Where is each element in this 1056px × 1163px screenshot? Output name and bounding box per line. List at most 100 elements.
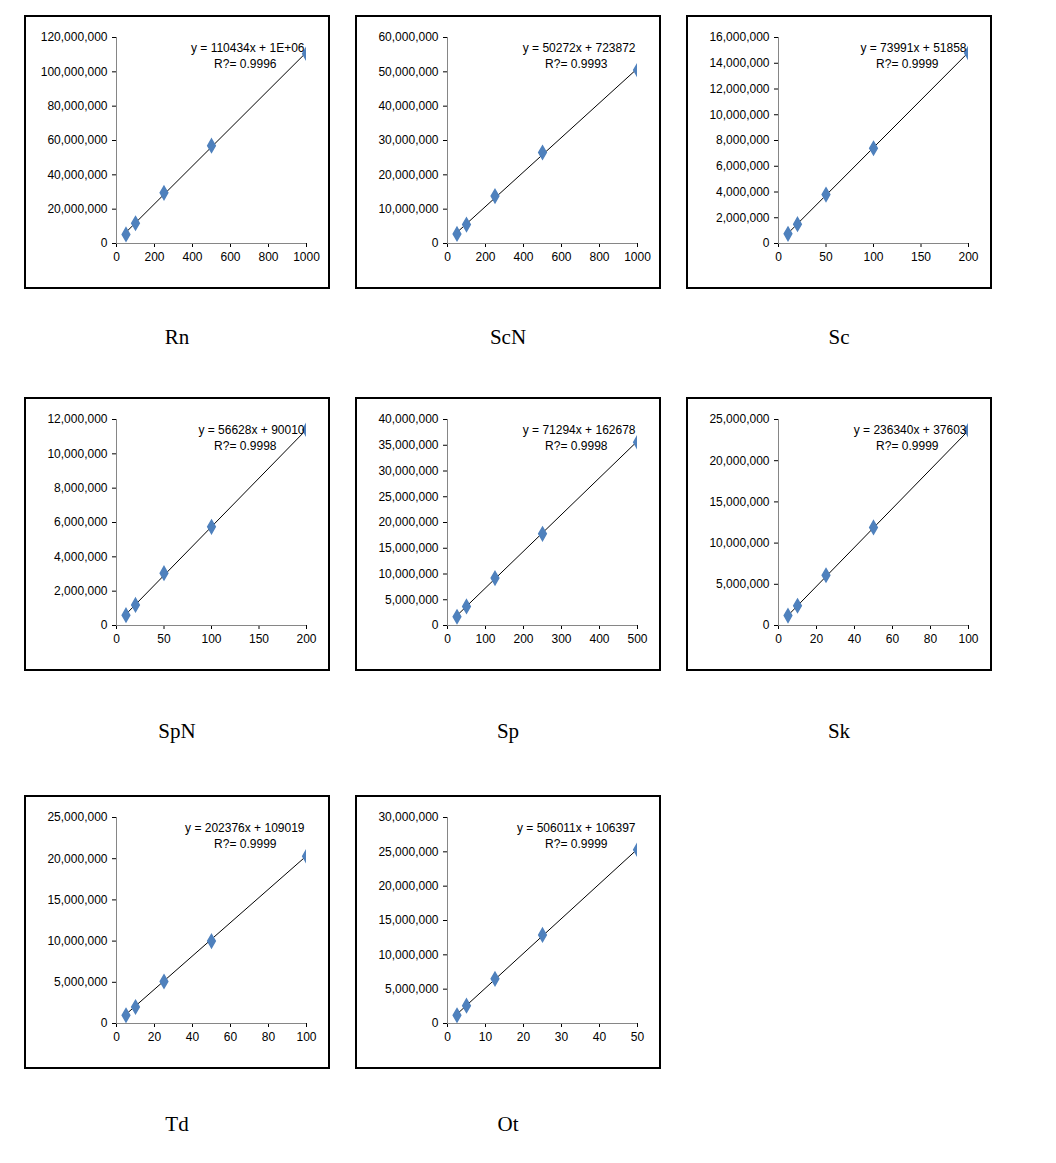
svg-text:10,000,000: 10,000,000 — [709, 108, 769, 122]
svg-text:6,000,000: 6,000,000 — [54, 515, 108, 529]
svg-text:30,000,000: 30,000,000 — [378, 810, 438, 824]
svg-text:10,000,000: 10,000,000 — [47, 447, 107, 461]
svg-text:2,000,000: 2,000,000 — [716, 211, 770, 225]
svg-text:y = 56628x + 90010: y = 56628x + 90010 — [198, 423, 304, 437]
svg-text:R?= 0.9996: R?= 0.9996 — [214, 57, 277, 71]
svg-text:0: 0 — [113, 632, 120, 646]
svg-text:R?= 0.9999: R?= 0.9999 — [545, 837, 608, 851]
svg-text:y = 110434x + 1E+06: y = 110434x + 1E+06 — [191, 41, 305, 55]
svg-text:4,000,000: 4,000,000 — [716, 185, 770, 199]
svg-text:30,000,000: 30,000,000 — [378, 464, 438, 478]
svg-text:5,000,000: 5,000,000 — [385, 593, 439, 607]
svg-text:0: 0 — [432, 618, 439, 632]
svg-text:20,000,000: 20,000,000 — [47, 852, 107, 866]
svg-text:50: 50 — [157, 632, 171, 646]
svg-text:0: 0 — [432, 1016, 439, 1030]
svg-text:150: 150 — [249, 632, 269, 646]
svg-text:30,000,000: 30,000,000 — [378, 133, 438, 147]
svg-text:25,000,000: 25,000,000 — [709, 412, 769, 426]
svg-text:0: 0 — [432, 236, 439, 250]
svg-text:35,000,000: 35,000,000 — [378, 438, 438, 452]
svg-text:y = 71294x + 162678: y = 71294x + 162678 — [523, 423, 636, 437]
svg-text:0: 0 — [101, 1016, 108, 1030]
svg-text:400: 400 — [182, 250, 202, 264]
svg-text:5,000,000: 5,000,000 — [385, 982, 439, 996]
svg-text:80,000,000: 80,000,000 — [47, 99, 107, 113]
svg-text:0: 0 — [444, 1030, 451, 1044]
svg-text:40,000,000: 40,000,000 — [47, 168, 107, 182]
svg-text:40: 40 — [848, 632, 862, 646]
svg-text:R?= 0.9999: R?= 0.9999 — [214, 837, 277, 851]
svg-text:60,000,000: 60,000,000 — [378, 30, 438, 44]
svg-text:600: 600 — [551, 250, 571, 264]
svg-text:R?= 0.9998: R?= 0.9998 — [545, 439, 608, 453]
svg-text:100: 100 — [475, 632, 495, 646]
svg-text:50,000,000: 50,000,000 — [378, 65, 438, 79]
svg-text:20,000,000: 20,000,000 — [378, 168, 438, 182]
svg-text:40: 40 — [186, 1030, 200, 1044]
svg-text:300: 300 — [551, 632, 571, 646]
svg-text:2,000,000: 2,000,000 — [54, 584, 108, 598]
svg-text:12,000,000: 12,000,000 — [709, 82, 769, 96]
svg-text:200: 200 — [475, 250, 495, 264]
svg-text:0: 0 — [775, 632, 782, 646]
svg-text:30: 30 — [555, 1030, 569, 1044]
svg-text:4,000,000: 4,000,000 — [54, 550, 108, 564]
svg-text:15,000,000: 15,000,000 — [378, 541, 438, 555]
svg-text:100: 100 — [201, 632, 221, 646]
svg-text:200: 200 — [958, 250, 978, 264]
svg-text:60,000,000: 60,000,000 — [47, 133, 107, 147]
svg-text:10,000,000: 10,000,000 — [47, 934, 107, 948]
svg-text:0: 0 — [763, 618, 770, 632]
svg-text:y = 236340x + 37603: y = 236340x + 37603 — [854, 423, 967, 437]
svg-text:400: 400 — [513, 250, 533, 264]
svg-text:10: 10 — [479, 1030, 493, 1044]
svg-text:0: 0 — [101, 618, 108, 632]
svg-text:12,000,000: 12,000,000 — [47, 412, 107, 426]
svg-text:10,000,000: 10,000,000 — [378, 202, 438, 216]
svg-text:800: 800 — [589, 250, 609, 264]
svg-text:0: 0 — [113, 1030, 120, 1044]
svg-text:R?= 0.9993: R?= 0.9993 — [545, 57, 608, 71]
svg-text:15,000,000: 15,000,000 — [378, 913, 438, 927]
svg-text:14,000,000: 14,000,000 — [709, 56, 769, 70]
svg-text:20: 20 — [517, 1030, 531, 1044]
svg-text:6,000,000: 6,000,000 — [716, 159, 770, 173]
svg-text:5,000,000: 5,000,000 — [54, 975, 108, 989]
svg-text:15,000,000: 15,000,000 — [47, 893, 107, 907]
svg-text:20: 20 — [810, 632, 824, 646]
svg-text:0: 0 — [113, 250, 120, 264]
svg-text:20,000,000: 20,000,000 — [378, 879, 438, 893]
svg-text:0: 0 — [101, 236, 108, 250]
svg-text:y = 73991x + 51858: y = 73991x + 51858 — [860, 41, 966, 55]
svg-text:20,000,000: 20,000,000 — [709, 454, 769, 468]
svg-text:20,000,000: 20,000,000 — [47, 202, 107, 216]
svg-text:80: 80 — [262, 1030, 276, 1044]
svg-text:50: 50 — [819, 250, 833, 264]
svg-text:80: 80 — [924, 632, 938, 646]
svg-text:800: 800 — [258, 250, 278, 264]
svg-text:0: 0 — [444, 632, 451, 646]
svg-text:10,000,000: 10,000,000 — [378, 948, 438, 962]
svg-text:600: 600 — [220, 250, 240, 264]
svg-text:8,000,000: 8,000,000 — [716, 133, 770, 147]
svg-text:1000: 1000 — [293, 250, 320, 264]
svg-text:150: 150 — [911, 250, 931, 264]
svg-text:R?= 0.9999: R?= 0.9999 — [876, 57, 939, 71]
svg-text:100: 100 — [863, 250, 883, 264]
svg-text:100: 100 — [296, 1030, 316, 1044]
svg-text:15,000,000: 15,000,000 — [709, 495, 769, 509]
svg-text:5,000,000: 5,000,000 — [716, 577, 770, 591]
svg-text:y = 202376x + 109019: y = 202376x + 109019 — [185, 821, 305, 835]
svg-text:500: 500 — [627, 632, 647, 646]
svg-text:60: 60 — [886, 632, 900, 646]
svg-text:R?= 0.9998: R?= 0.9998 — [214, 439, 277, 453]
svg-text:1000: 1000 — [624, 250, 651, 264]
svg-text:50: 50 — [631, 1030, 645, 1044]
svg-text:200: 200 — [513, 632, 533, 646]
svg-text:0: 0 — [775, 250, 782, 264]
svg-text:200: 200 — [296, 632, 316, 646]
svg-text:40,000,000: 40,000,000 — [378, 99, 438, 113]
svg-text:10,000,000: 10,000,000 — [378, 567, 438, 581]
svg-text:100: 100 — [958, 632, 978, 646]
